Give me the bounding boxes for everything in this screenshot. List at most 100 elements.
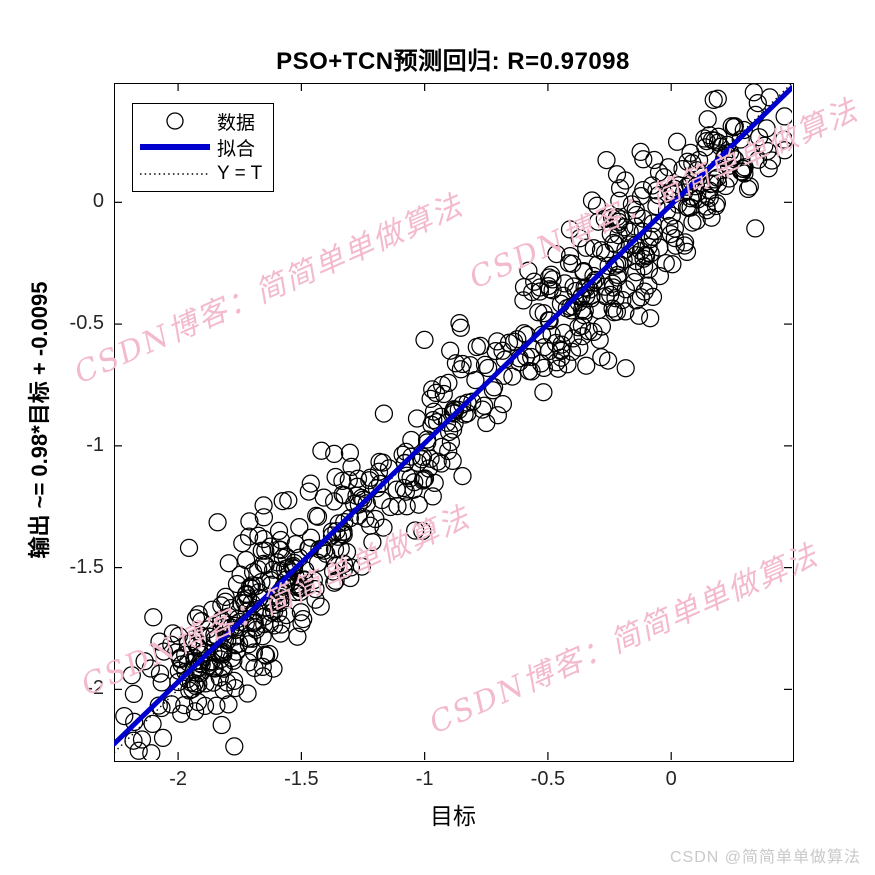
data-point-marker [415, 330, 434, 350]
data-point-marker [687, 211, 706, 230]
data-point-marker [534, 383, 553, 402]
data-point-marker [641, 244, 660, 263]
data-point-marker [602, 208, 622, 227]
y-tick-label: -1.5 [69, 555, 104, 578]
data-point-marker [708, 89, 727, 108]
data-point-marker [407, 409, 427, 428]
data-point-marker [291, 603, 311, 622]
data-point-marker [115, 706, 134, 726]
data-point-marker [421, 389, 440, 409]
data-point-marker [605, 303, 624, 322]
scatter-plot-canvas [114, 83, 792, 760]
data-point-marker [141, 659, 160, 678]
data-point-marker [172, 704, 191, 723]
data-point-marker [292, 614, 311, 633]
data-point-marker [446, 354, 466, 373]
data-point-marker [387, 480, 406, 499]
data-point-marker [204, 673, 223, 692]
data-point-marker [702, 130, 722, 150]
data-point-marker [175, 695, 194, 715]
data-point-marker [629, 306, 649, 325]
data-point-marker [547, 353, 566, 372]
data-point-marker [757, 119, 776, 138]
y-tick-label: -0.5 [69, 312, 104, 335]
data-point-marker [577, 238, 596, 257]
data-point-marker [253, 657, 272, 677]
legend-item-label: 拟合 [217, 138, 256, 160]
data-point-marker [519, 261, 538, 280]
data-point-marker [224, 671, 244, 691]
data-point-marker [738, 179, 758, 199]
plot-area-border [114, 83, 794, 762]
data-point-marker [499, 333, 519, 352]
data-point-marker [611, 210, 631, 229]
data-point-marker [635, 282, 654, 301]
data-point-marker [325, 444, 344, 464]
data-point-marker [681, 143, 700, 163]
data-point-marker [570, 338, 589, 357]
data-point-marker [340, 443, 360, 462]
data-point-marker [657, 201, 677, 220]
data-point-marker [716, 176, 735, 196]
data-point-marker [249, 526, 268, 545]
data-point-marker [453, 466, 472, 486]
data-point-marker [547, 244, 566, 264]
data-point-marker [439, 441, 458, 461]
data-point-marker [408, 453, 428, 472]
data-point-marker [525, 272, 544, 291]
data-point-marker [732, 162, 751, 181]
data-point-marker [405, 473, 424, 492]
data-point-marker [374, 518, 393, 537]
data-point-marker [214, 681, 233, 700]
data-point-marker [374, 404, 394, 423]
data-point-marker [616, 359, 635, 378]
data-point-marker [227, 574, 247, 594]
data-point-marker [135, 652, 154, 671]
data-point-marker [244, 611, 264, 630]
data-point-marker [523, 282, 542, 302]
data-point-marker [636, 247, 656, 266]
data-point-marker [588, 212, 608, 231]
data-point-marker [341, 568, 360, 588]
data-point-marker [478, 358, 498, 378]
data-point-marker [395, 453, 414, 473]
data-point-marker [261, 537, 280, 556]
data-point-marker [749, 150, 768, 169]
data-point-marker [424, 402, 444, 421]
data-point-marker [467, 337, 486, 357]
data-point-marker [179, 538, 199, 558]
data-point-marker [169, 626, 188, 646]
data-point-marker [582, 286, 601, 305]
data-point-marker [333, 471, 352, 491]
data-point-marker [598, 351, 618, 370]
x-tick-label: -1.5 [284, 768, 319, 790]
data-point-marker [616, 302, 635, 321]
data-point-marker [254, 496, 273, 515]
data-point-marker [746, 219, 765, 238]
data-point-marker [352, 557, 372, 576]
data-point-marker [253, 627, 272, 646]
data-point-marker [207, 696, 226, 715]
data-point-marker [649, 186, 668, 205]
data-point-marker [697, 197, 716, 216]
data-point-marker [620, 222, 639, 241]
data-point-marker [186, 676, 206, 696]
data-point-marker [675, 236, 694, 255]
data-point-marker [307, 506, 326, 526]
data-point-marker [740, 177, 759, 196]
data-point-marker [575, 301, 594, 320]
data-point-marker [254, 529, 273, 549]
data-point-marker [412, 450, 431, 469]
data-point-marker [559, 254, 579, 273]
data-point-marker [634, 150, 653, 169]
data-point-marker [650, 266, 670, 286]
data-point-marker [192, 611, 211, 631]
data-point-marker [519, 361, 539, 381]
data-point-marker [322, 522, 342, 541]
data-point-marker [208, 513, 227, 532]
data-point-marker [215, 630, 235, 649]
data-point-marker [212, 611, 231, 631]
data-point-marker [674, 183, 694, 202]
legend-item-label: 数据 [217, 112, 256, 134]
data-point-marker [424, 410, 443, 430]
